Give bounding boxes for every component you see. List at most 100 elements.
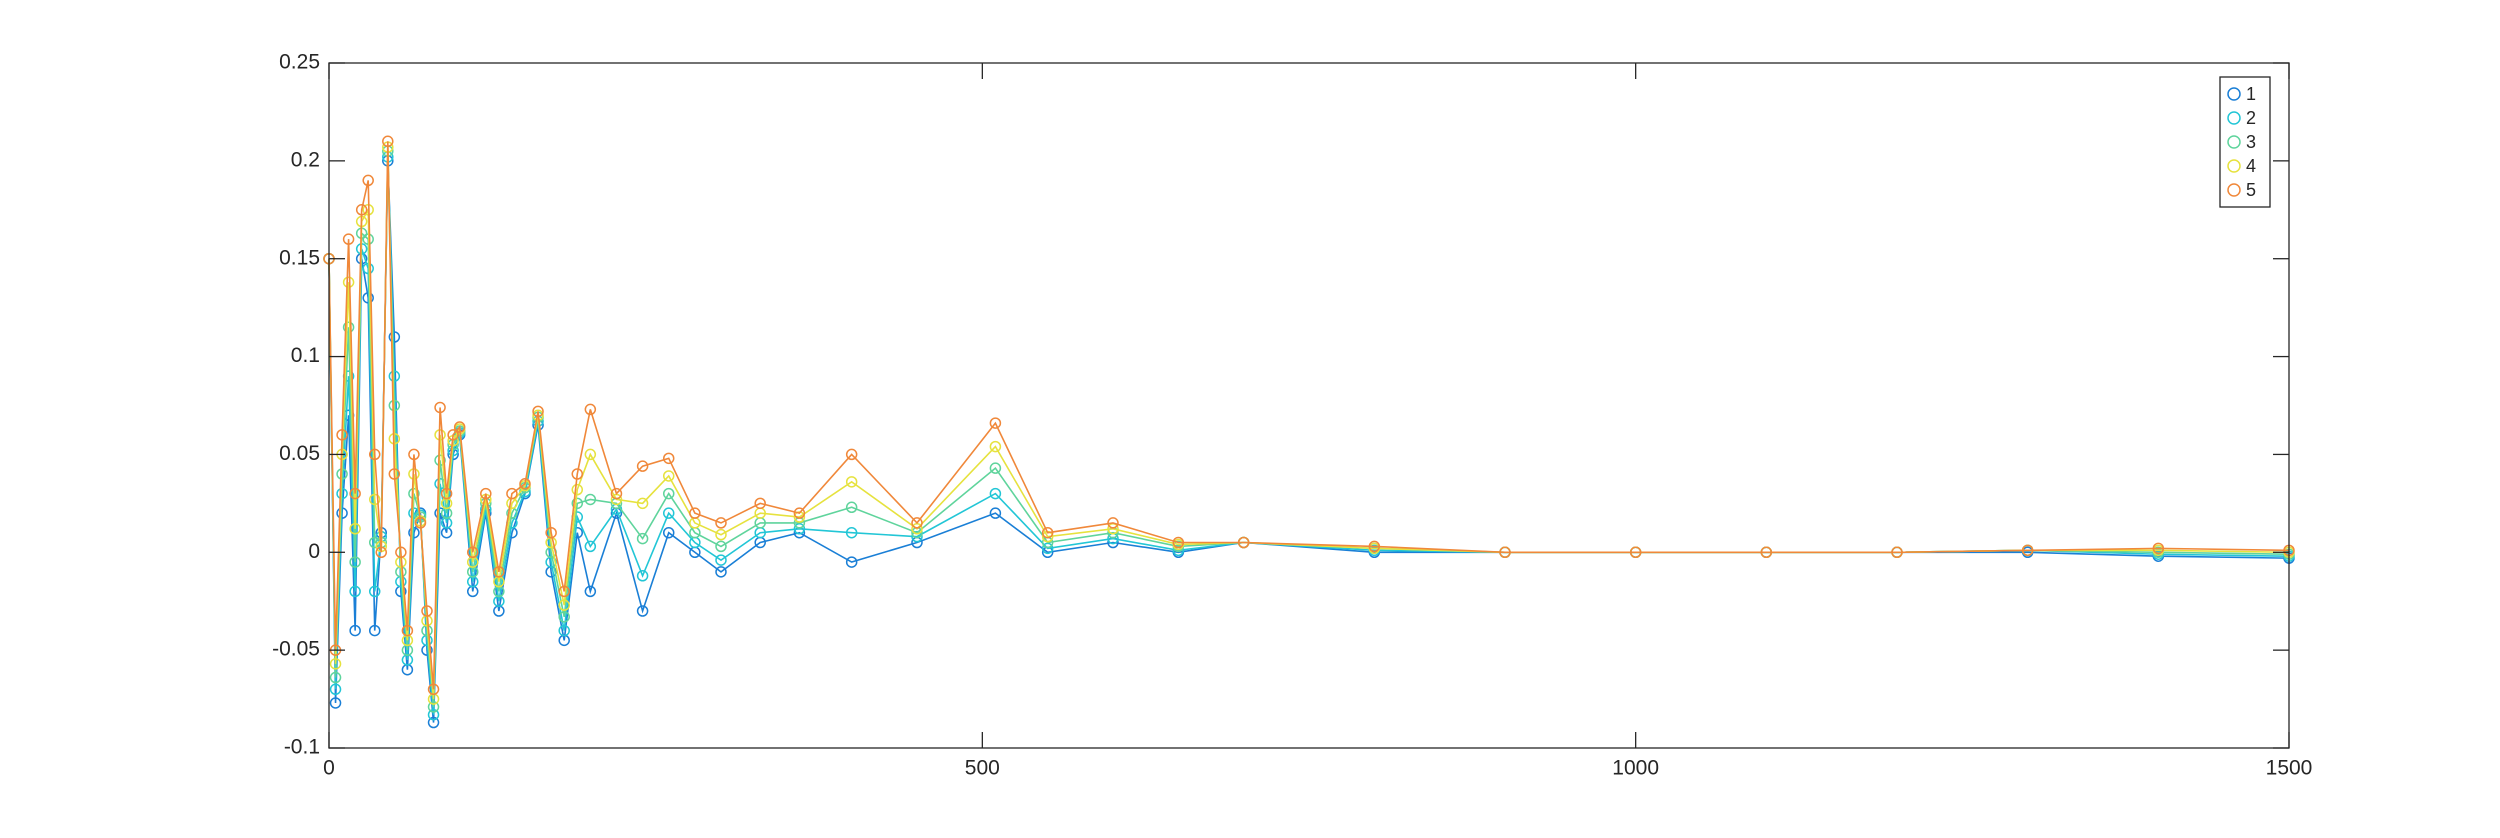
point [662, 470, 675, 482]
point [388, 468, 401, 480]
point [636, 605, 649, 617]
point [989, 507, 1002, 519]
legend: 1 2 3 4 5 [2219, 76, 2271, 208]
legend-marker [2227, 183, 2241, 197]
point [447, 429, 459, 441]
series-line [328, 160, 2290, 723]
point [532, 405, 544, 418]
series-line [328, 141, 2290, 690]
point [480, 487, 492, 500]
point [427, 683, 440, 696]
point [715, 554, 727, 566]
point [1172, 536, 1185, 549]
legend-label: 2 [2246, 108, 2256, 128]
point [395, 546, 407, 559]
point [662, 452, 675, 465]
point [715, 540, 727, 553]
point [440, 487, 453, 500]
point [715, 528, 727, 541]
point [689, 507, 701, 519]
point [845, 526, 858, 539]
point [349, 487, 361, 500]
point [558, 585, 570, 598]
point [662, 526, 675, 539]
series [323, 135, 2295, 696]
point [1041, 542, 1054, 555]
point [368, 493, 381, 506]
point [532, 409, 544, 422]
point [342, 233, 355, 245]
point [329, 683, 342, 696]
point [519, 478, 531, 490]
point [558, 624, 570, 637]
point [368, 624, 381, 637]
point [349, 523, 361, 535]
point [355, 204, 368, 216]
point [427, 716, 440, 729]
axes-box [328, 62, 2290, 749]
legend-label: 5 [2246, 180, 2256, 200]
legend-marker [2227, 159, 2241, 173]
point [845, 556, 858, 568]
point [754, 497, 766, 510]
point [1368, 540, 1381, 553]
point [662, 507, 675, 519]
point [845, 501, 858, 514]
point [715, 517, 727, 529]
y-tick-label: -0.05 [272, 638, 320, 661]
point [342, 276, 355, 288]
point [571, 468, 584, 480]
point [989, 440, 1002, 453]
x-tick-label: 1000 [1612, 757, 1659, 780]
point [989, 462, 1002, 474]
y-tick-label: 0.15 [279, 246, 320, 269]
series [323, 141, 2295, 705]
y-tick-label: 0.25 [279, 51, 320, 74]
series-line [328, 147, 2290, 700]
series [323, 155, 2295, 729]
point [329, 658, 342, 670]
point [715, 566, 727, 578]
legend-label: 4 [2246, 156, 2256, 176]
legend-marker [2227, 111, 2241, 125]
point [349, 624, 361, 637]
point [434, 401, 446, 414]
y-tick-label: 0.2 [291, 148, 320, 171]
point [1891, 546, 1903, 559]
point [349, 585, 361, 598]
point [329, 671, 342, 684]
point [336, 429, 348, 441]
x-tick-label: 500 [965, 757, 1000, 780]
point [571, 497, 584, 510]
point [1172, 544, 1185, 557]
legend-label: 3 [2246, 132, 2256, 152]
series-line [328, 156, 2290, 715]
point [558, 599, 570, 611]
y-tick-label: 0.05 [279, 442, 320, 465]
point [368, 536, 381, 549]
point [466, 546, 479, 559]
point [329, 697, 342, 709]
point [1107, 517, 1119, 529]
point [636, 570, 649, 582]
point [845, 476, 858, 488]
point [989, 417, 1002, 429]
series [323, 151, 2295, 721]
x-tick-label: 1500 [2266, 757, 2313, 780]
y-tick-label: 0.1 [291, 344, 320, 367]
point [911, 517, 923, 529]
legend-marker [2227, 135, 2241, 149]
point [2152, 542, 2165, 555]
series-line [328, 151, 2290, 707]
point [584, 448, 597, 461]
point [636, 460, 649, 472]
point [427, 701, 440, 713]
point [793, 523, 806, 535]
point [349, 556, 361, 568]
point [342, 321, 355, 333]
series [323, 145, 2295, 713]
point [1041, 526, 1054, 539]
point [662, 487, 675, 500]
